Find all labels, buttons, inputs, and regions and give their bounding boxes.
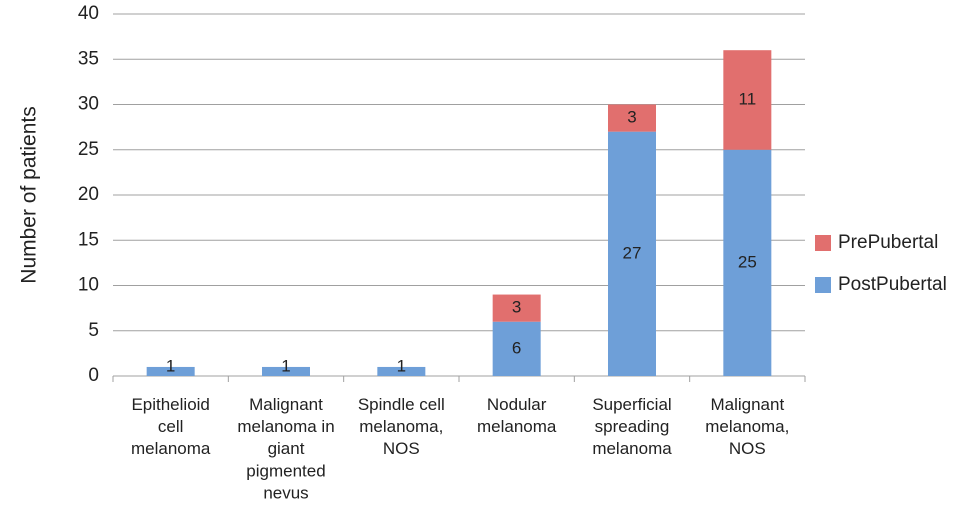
legend-swatch — [815, 235, 831, 251]
bar-segment — [608, 131, 656, 376]
legend-label: PostPubertal — [838, 274, 947, 295]
x-tick-label: Nodular melanoma — [477, 395, 557, 436]
value-label: 11 — [739, 89, 757, 108]
x-tick-label: Malignant melanoma, NOS — [705, 395, 789, 458]
x-tick-label: Spindle cell melanoma, NOS — [358, 395, 445, 458]
legend-label: PrePubertal — [838, 232, 938, 253]
value-label: 3 — [512, 298, 521, 317]
value-label: 1 — [397, 356, 406, 375]
value-label: 25 — [738, 252, 757, 271]
legend-swatch — [815, 277, 831, 293]
bar-segment — [492, 294, 541, 322]
y-tick-label: 15 — [78, 229, 99, 250]
x-tick-label: Epithelioid cell melanoma — [131, 395, 211, 458]
value-label: 27 — [623, 243, 642, 262]
y-tick-label: 35 — [78, 48, 99, 69]
bar-segment — [723, 149, 772, 376]
x-tick-label: Malignant melanoma in giant pigmented nevus — [237, 395, 334, 502]
y-tick-label: 10 — [78, 275, 99, 296]
y-tick-label: 40 — [78, 3, 99, 24]
y-tick-label: 25 — [78, 139, 99, 160]
bar-segment — [146, 366, 195, 376]
value-label: 1 — [166, 356, 175, 375]
bar-segment — [262, 366, 310, 376]
bar-segment — [723, 50, 772, 150]
y-tick-label: 0 — [88, 365, 99, 386]
x-tick-label: Superficial spreading melanoma — [592, 395, 672, 458]
value-label: 1 — [281, 356, 290, 375]
bar-segment — [377, 366, 426, 376]
bar-segment — [608, 104, 656, 132]
y-axis-title: Number of patients — [18, 106, 41, 283]
y-tick-label: 20 — [78, 184, 99, 205]
value-label: 6 — [512, 338, 521, 357]
bar-segment — [492, 321, 541, 376]
y-tick-label: 5 — [88, 320, 99, 341]
value-label: 3 — [627, 108, 636, 127]
y-tick-label: 30 — [78, 94, 99, 115]
